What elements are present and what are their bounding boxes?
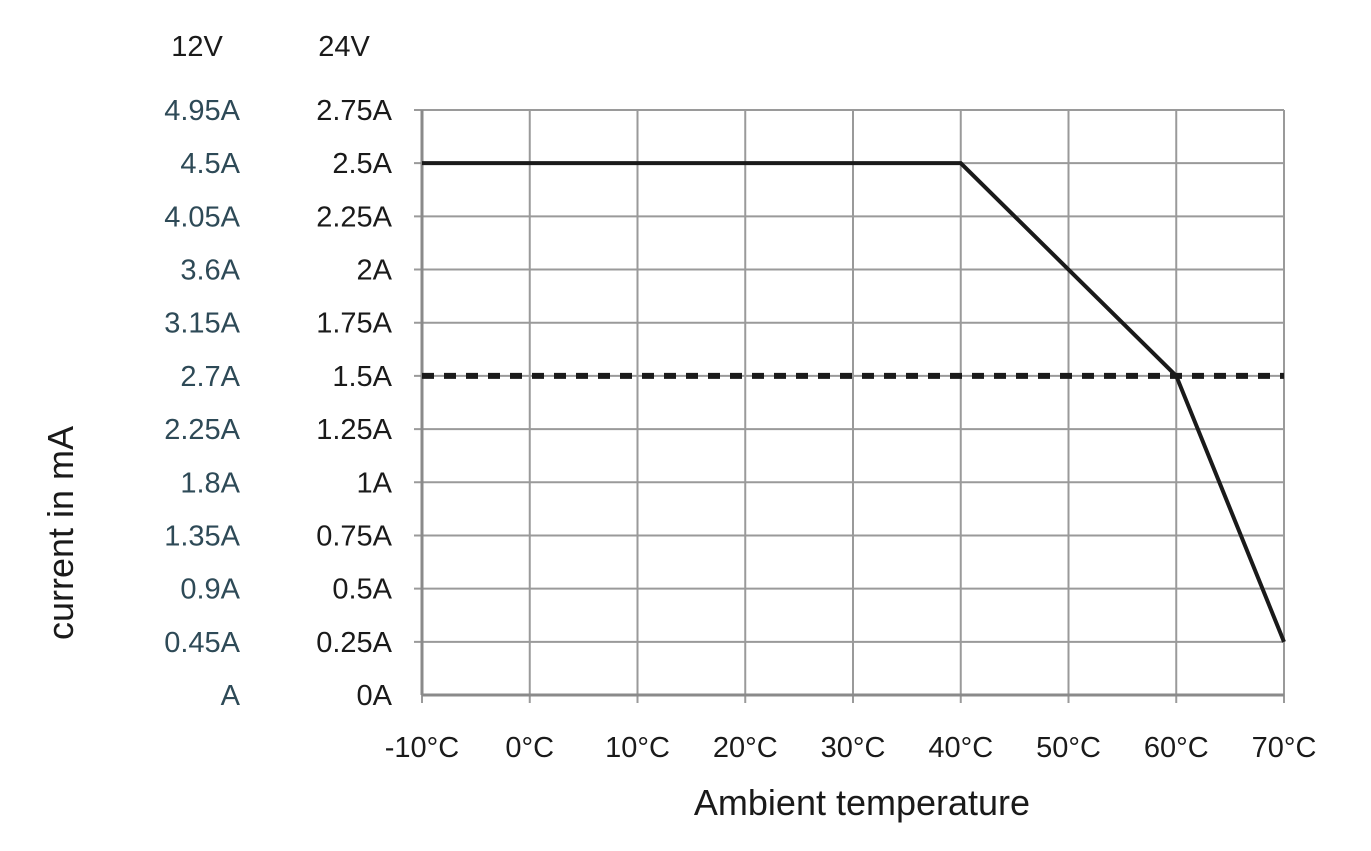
y-tick-label-12v: 4.5A <box>180 148 240 180</box>
y-tick-label-12v: 1.8A <box>180 467 240 499</box>
x-tick-label: 10°C <box>605 732 670 764</box>
y-tick-label-12v: 4.95A <box>164 95 240 127</box>
y-tick-label-24v: 0.25A <box>316 627 392 659</box>
y-tick-label-24v: 1.25A <box>316 414 392 446</box>
x-tick-label: 20°C <box>713 732 778 764</box>
y-tick-label-12v: 2.7A <box>180 361 240 393</box>
y-tick-label-24v: 2.25A <box>316 201 392 233</box>
x-tick-label: 0°C <box>505 732 554 764</box>
y-tick-label-24v: 0A <box>357 680 393 712</box>
grid-lines <box>414 109 1285 703</box>
x-tick-label: 40°C <box>928 732 993 764</box>
y-tick-label-24v: 1.75A <box>316 308 392 340</box>
x-tick-labels: -10°C 0°C 10°C 20°C 30°C 40°C 50°C 60°C 70°C <box>385 732 1317 764</box>
x-tick-label: 50°C <box>1036 732 1101 764</box>
y-tick-label-12v: 1.35A <box>164 520 240 552</box>
x-tick-label: -10°C <box>385 732 459 764</box>
axes <box>420 110 1284 697</box>
y-tick-label-12v: 3.15A <box>164 308 240 340</box>
y-tick-label-12v: 4.05A <box>164 201 240 233</box>
series-lines <box>422 161 1286 643</box>
y-tick-labels: A 0A 0.45A 0.25A 0.9A 0.5A 1.35A 0.75A 1.8A 1A 2.2… <box>164 95 392 712</box>
x-axis-label: Ambient temperature <box>694 782 1030 823</box>
y-tick-label-12v: 0.9A <box>180 574 240 606</box>
y-axis-label: current in mA <box>40 426 81 640</box>
y-tick-label-24v: 2A <box>357 255 393 287</box>
y-tick-label-12v: A <box>221 680 241 712</box>
y-tick-label-24v: 0.5A <box>332 574 392 606</box>
x-tick-label: 30°C <box>821 732 886 764</box>
x-tick-label: 70°C <box>1252 732 1317 764</box>
y-axis-header-24v: 24V <box>318 31 370 63</box>
y-tick-label-24v: 1.5A <box>332 361 392 393</box>
series-line-solid <box>422 161 1286 643</box>
y-tick-label-12v: 2.25A <box>164 414 240 446</box>
y-tick-label-24v: 2.5A <box>332 148 392 180</box>
y-tick-label-12v: 3.6A <box>180 255 240 287</box>
y-tick-label-24v: 2.75A <box>316 95 392 127</box>
y-tick-label-24v: 1A <box>357 467 393 499</box>
y-axis-header-12v: 12V <box>171 31 223 63</box>
x-tick-label: 60°C <box>1144 732 1209 764</box>
y-tick-label-12v: 0.45A <box>164 627 240 659</box>
y-tick-label-24v: 0.75A <box>316 520 392 552</box>
